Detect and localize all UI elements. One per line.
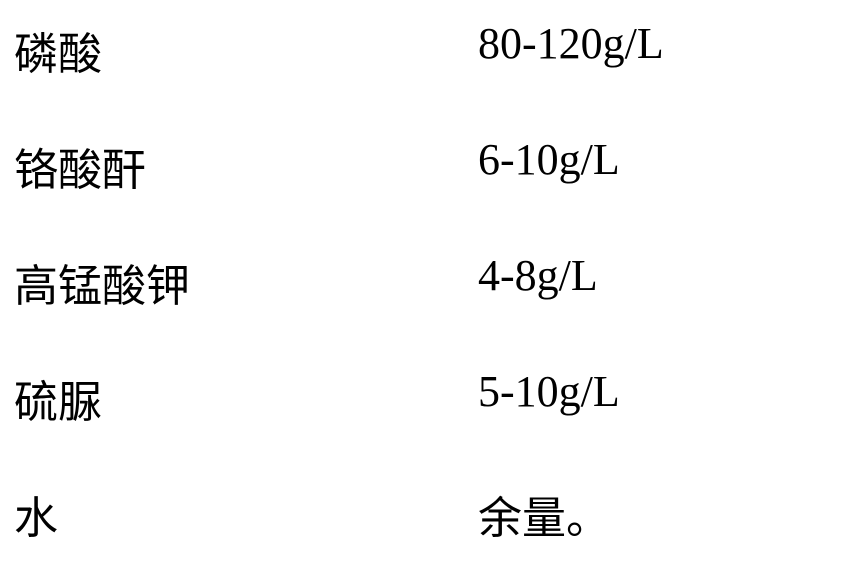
component-value: 5-10g/L: [478, 366, 620, 417]
component-value: 余量。: [478, 482, 610, 546]
component-label: 硫脲: [14, 366, 102, 430]
component-value: 6-10g/L: [478, 134, 620, 185]
component-label: 高锰酸钾: [14, 250, 190, 314]
table-row: 高锰酸钾 4-8g/L: [0, 232, 854, 348]
table-row: 硫脲 5-10g/L: [0, 348, 854, 464]
component-label: 水: [14, 482, 58, 546]
component-value: 4-8g/L: [478, 250, 598, 301]
component-label: 磷酸: [14, 18, 102, 82]
table-row: 磷酸 80-120g/L: [0, 0, 854, 116]
component-value: 80-120g/L: [478, 18, 664, 69]
component-label: 铬酸酐: [14, 134, 146, 198]
table-row: 水 余量。: [0, 464, 854, 580]
composition-table: 磷酸 80-120g/L 铬酸酐 6-10g/L 高锰酸钾 4-8g/L 硫脲 …: [0, 0, 854, 583]
table-row: 铬酸酐 6-10g/L: [0, 116, 854, 232]
